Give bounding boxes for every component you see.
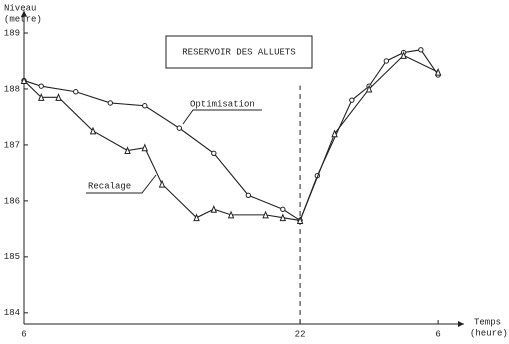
axis-arrow: [21, 10, 27, 17]
point-marker: [89, 126, 97, 135]
y-tick-label: 185: [4, 252, 20, 262]
point-marker: [38, 83, 44, 89]
y-tick-label: 186: [4, 196, 20, 206]
x-tick-label: 6: [435, 329, 440, 339]
point-marker: [227, 210, 235, 219]
leader-line: [182, 109, 262, 125]
x-tick-label: 6: [21, 329, 26, 339]
y-tick-label: 188: [4, 84, 20, 94]
point-marker: [418, 47, 424, 53]
point-marker: [55, 93, 62, 101]
point-marker: [73, 89, 79, 95]
point-marker: [349, 97, 355, 103]
point-marker: [38, 93, 45, 101]
point-marker: [141, 143, 149, 152]
axis-arrow: [458, 321, 464, 327]
series-label: Recalage: [88, 181, 131, 191]
point-marker: [400, 51, 407, 59]
point-marker: [245, 192, 252, 198]
x-axis-label: (heure): [470, 328, 508, 338]
series-label: Optimisation: [190, 99, 255, 109]
series-line: [23, 49, 439, 222]
point-marker: [210, 204, 218, 213]
x-tick-label: 22: [295, 329, 306, 339]
y-tick-label: 187: [4, 140, 20, 150]
title-box: [165, 35, 313, 69]
x-axis-label: Temps: [474, 317, 501, 327]
y-tick-label: 189: [4, 28, 20, 38]
point-marker: [331, 129, 338, 138]
point-marker: [142, 103, 148, 109]
point-marker: [365, 84, 373, 93]
leader-line: [86, 174, 157, 194]
y-axis-label: Niveau: [4, 3, 36, 13]
y-axis-label: (metre): [4, 14, 42, 24]
point-marker: [176, 125, 182, 131]
series-line: [23, 54, 439, 222]
point-marker: [158, 179, 166, 188]
y-tick-label: 184: [4, 308, 20, 318]
point-marker: [262, 210, 269, 219]
point-marker: [193, 213, 200, 222]
point-marker: [296, 216, 304, 224]
point-marker: [383, 58, 390, 64]
point-marker: [211, 150, 217, 157]
point-marker: [107, 100, 113, 106]
point-marker: [20, 76, 28, 85]
point-marker: [279, 213, 287, 222]
chart-title: RESERVOIR DES ALLUETS: [182, 47, 295, 57]
point-marker: [124, 146, 131, 155]
point-marker: [280, 206, 286, 212]
point-marker: [434, 67, 442, 76]
